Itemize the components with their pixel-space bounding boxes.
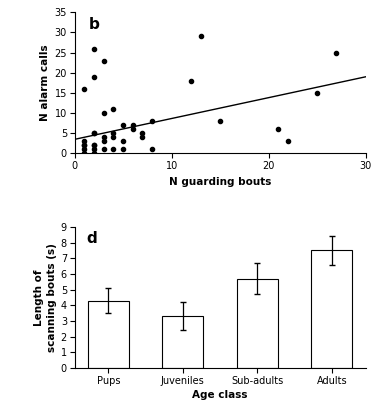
Point — [314, 90, 320, 96]
Point — [140, 130, 145, 137]
Point — [91, 150, 97, 157]
Point — [188, 78, 194, 84]
Text: d: d — [86, 231, 97, 246]
Point — [101, 134, 107, 141]
Bar — [162, 316, 203, 368]
Point — [333, 49, 339, 56]
Point — [285, 138, 291, 145]
Point — [91, 130, 97, 137]
Point — [81, 138, 87, 145]
Bar — [311, 250, 352, 368]
Point — [110, 106, 116, 112]
Point — [110, 130, 116, 137]
Point — [91, 146, 97, 153]
X-axis label: Age class: Age class — [192, 390, 248, 400]
Point — [130, 126, 136, 133]
Point — [275, 126, 281, 133]
Point — [149, 118, 155, 124]
Point — [120, 138, 126, 145]
Point — [81, 150, 87, 157]
Point — [101, 110, 107, 117]
Y-axis label: Length of
scanning bouts (s): Length of scanning bouts (s) — [34, 243, 57, 352]
Bar — [237, 279, 278, 368]
Point — [110, 134, 116, 141]
Bar — [88, 301, 129, 368]
Y-axis label: N alarm calls: N alarm calls — [40, 45, 50, 121]
Point — [130, 122, 136, 128]
Point — [81, 85, 87, 92]
Point — [91, 45, 97, 52]
Point — [110, 146, 116, 153]
Point — [149, 146, 155, 153]
Point — [101, 138, 107, 145]
Point — [120, 146, 126, 153]
Point — [101, 146, 107, 153]
Point — [140, 134, 145, 141]
Point — [101, 57, 107, 64]
Point — [91, 74, 97, 80]
Point — [91, 142, 97, 149]
Text: b: b — [89, 16, 100, 31]
Point — [81, 142, 87, 149]
Point — [91, 142, 97, 149]
Point — [91, 130, 97, 137]
Point — [198, 33, 204, 40]
X-axis label: N guarding bouts: N guarding bouts — [169, 177, 271, 187]
Point — [81, 146, 87, 153]
Point — [217, 118, 223, 124]
Point — [81, 142, 87, 149]
Point — [120, 122, 126, 128]
